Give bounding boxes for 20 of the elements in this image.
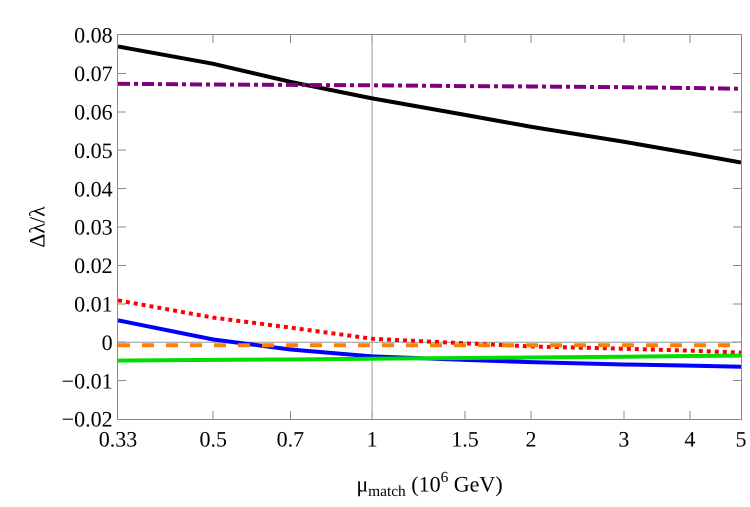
x-axis-title: μ$_{match}$ (10$^{6}$ GeV): [356, 469, 503, 500]
x-tick-label: 1: [366, 426, 378, 452]
x-tick-label: 0.5: [199, 426, 227, 452]
y-tick-label: −0.01: [62, 368, 113, 394]
y-tick-label: 0.05: [74, 138, 113, 163]
y-tick-label: 0.06: [74, 100, 113, 124]
y-tick-label: 0: [102, 330, 113, 355]
x-tick-label: 3: [618, 426, 630, 452]
x-tick-label: 0.7: [276, 426, 304, 452]
y-axis-title: Δλ/λ: [24, 206, 50, 248]
y-tick-label: 0.01: [74, 292, 113, 316]
x-tick-label: 1.5: [451, 426, 479, 452]
x-tick-label: 4: [684, 426, 696, 452]
y-tick-label: 0.08: [74, 22, 113, 48]
y-tick-label: 0.07: [74, 61, 113, 86]
y-tick-label: 0.03: [74, 214, 113, 240]
y-tick-label: 0.02: [74, 253, 113, 278]
y-tick-label: 0.04: [74, 176, 113, 202]
x-tick-label: 5: [736, 426, 746, 452]
x-tick-label: 2: [525, 426, 536, 452]
